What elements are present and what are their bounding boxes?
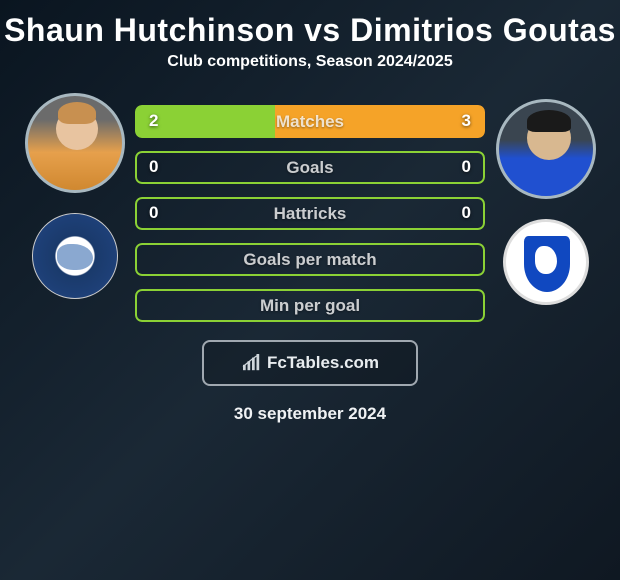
date-line: 30 september 2024 xyxy=(0,404,620,424)
stat-label: Hattricks xyxy=(135,204,485,224)
player-left-club-badge xyxy=(32,213,118,299)
player-right-avatar xyxy=(496,99,596,199)
page-title: Shaun Hutchinson vs Dimitrios Goutas xyxy=(0,0,620,53)
stat-row: Min per goal xyxy=(135,289,485,322)
stat-row: 23Matches xyxy=(135,105,485,138)
left-player-col xyxy=(22,99,127,299)
subtitle: Club competitions, Season 2024/2025 xyxy=(0,53,620,99)
player-left-avatar xyxy=(25,93,125,193)
brand-badge[interactable]: FcTables.com xyxy=(202,340,418,386)
main-row: 23Matches 00Goals 00Hattricks Goals per mat… xyxy=(0,99,620,322)
stat-row: Goals per match xyxy=(135,243,485,276)
right-player-col xyxy=(493,99,598,305)
chart-icon xyxy=(241,354,263,372)
stat-label: Goals xyxy=(135,158,485,178)
stat-row: 00Hattricks xyxy=(135,197,485,230)
stat-label: Min per goal xyxy=(135,296,485,316)
comparison-card: Shaun Hutchinson vs Dimitrios Goutas Clu… xyxy=(0,0,620,424)
brand-text: FcTables.com xyxy=(267,353,379,373)
player-right-club-badge xyxy=(503,219,589,305)
stat-row: 00Goals xyxy=(135,151,485,184)
stat-label: Matches xyxy=(135,112,485,132)
stat-label: Goals per match xyxy=(135,250,485,270)
stats-column: 23Matches 00Goals 00Hattricks Goals per mat… xyxy=(135,99,485,322)
